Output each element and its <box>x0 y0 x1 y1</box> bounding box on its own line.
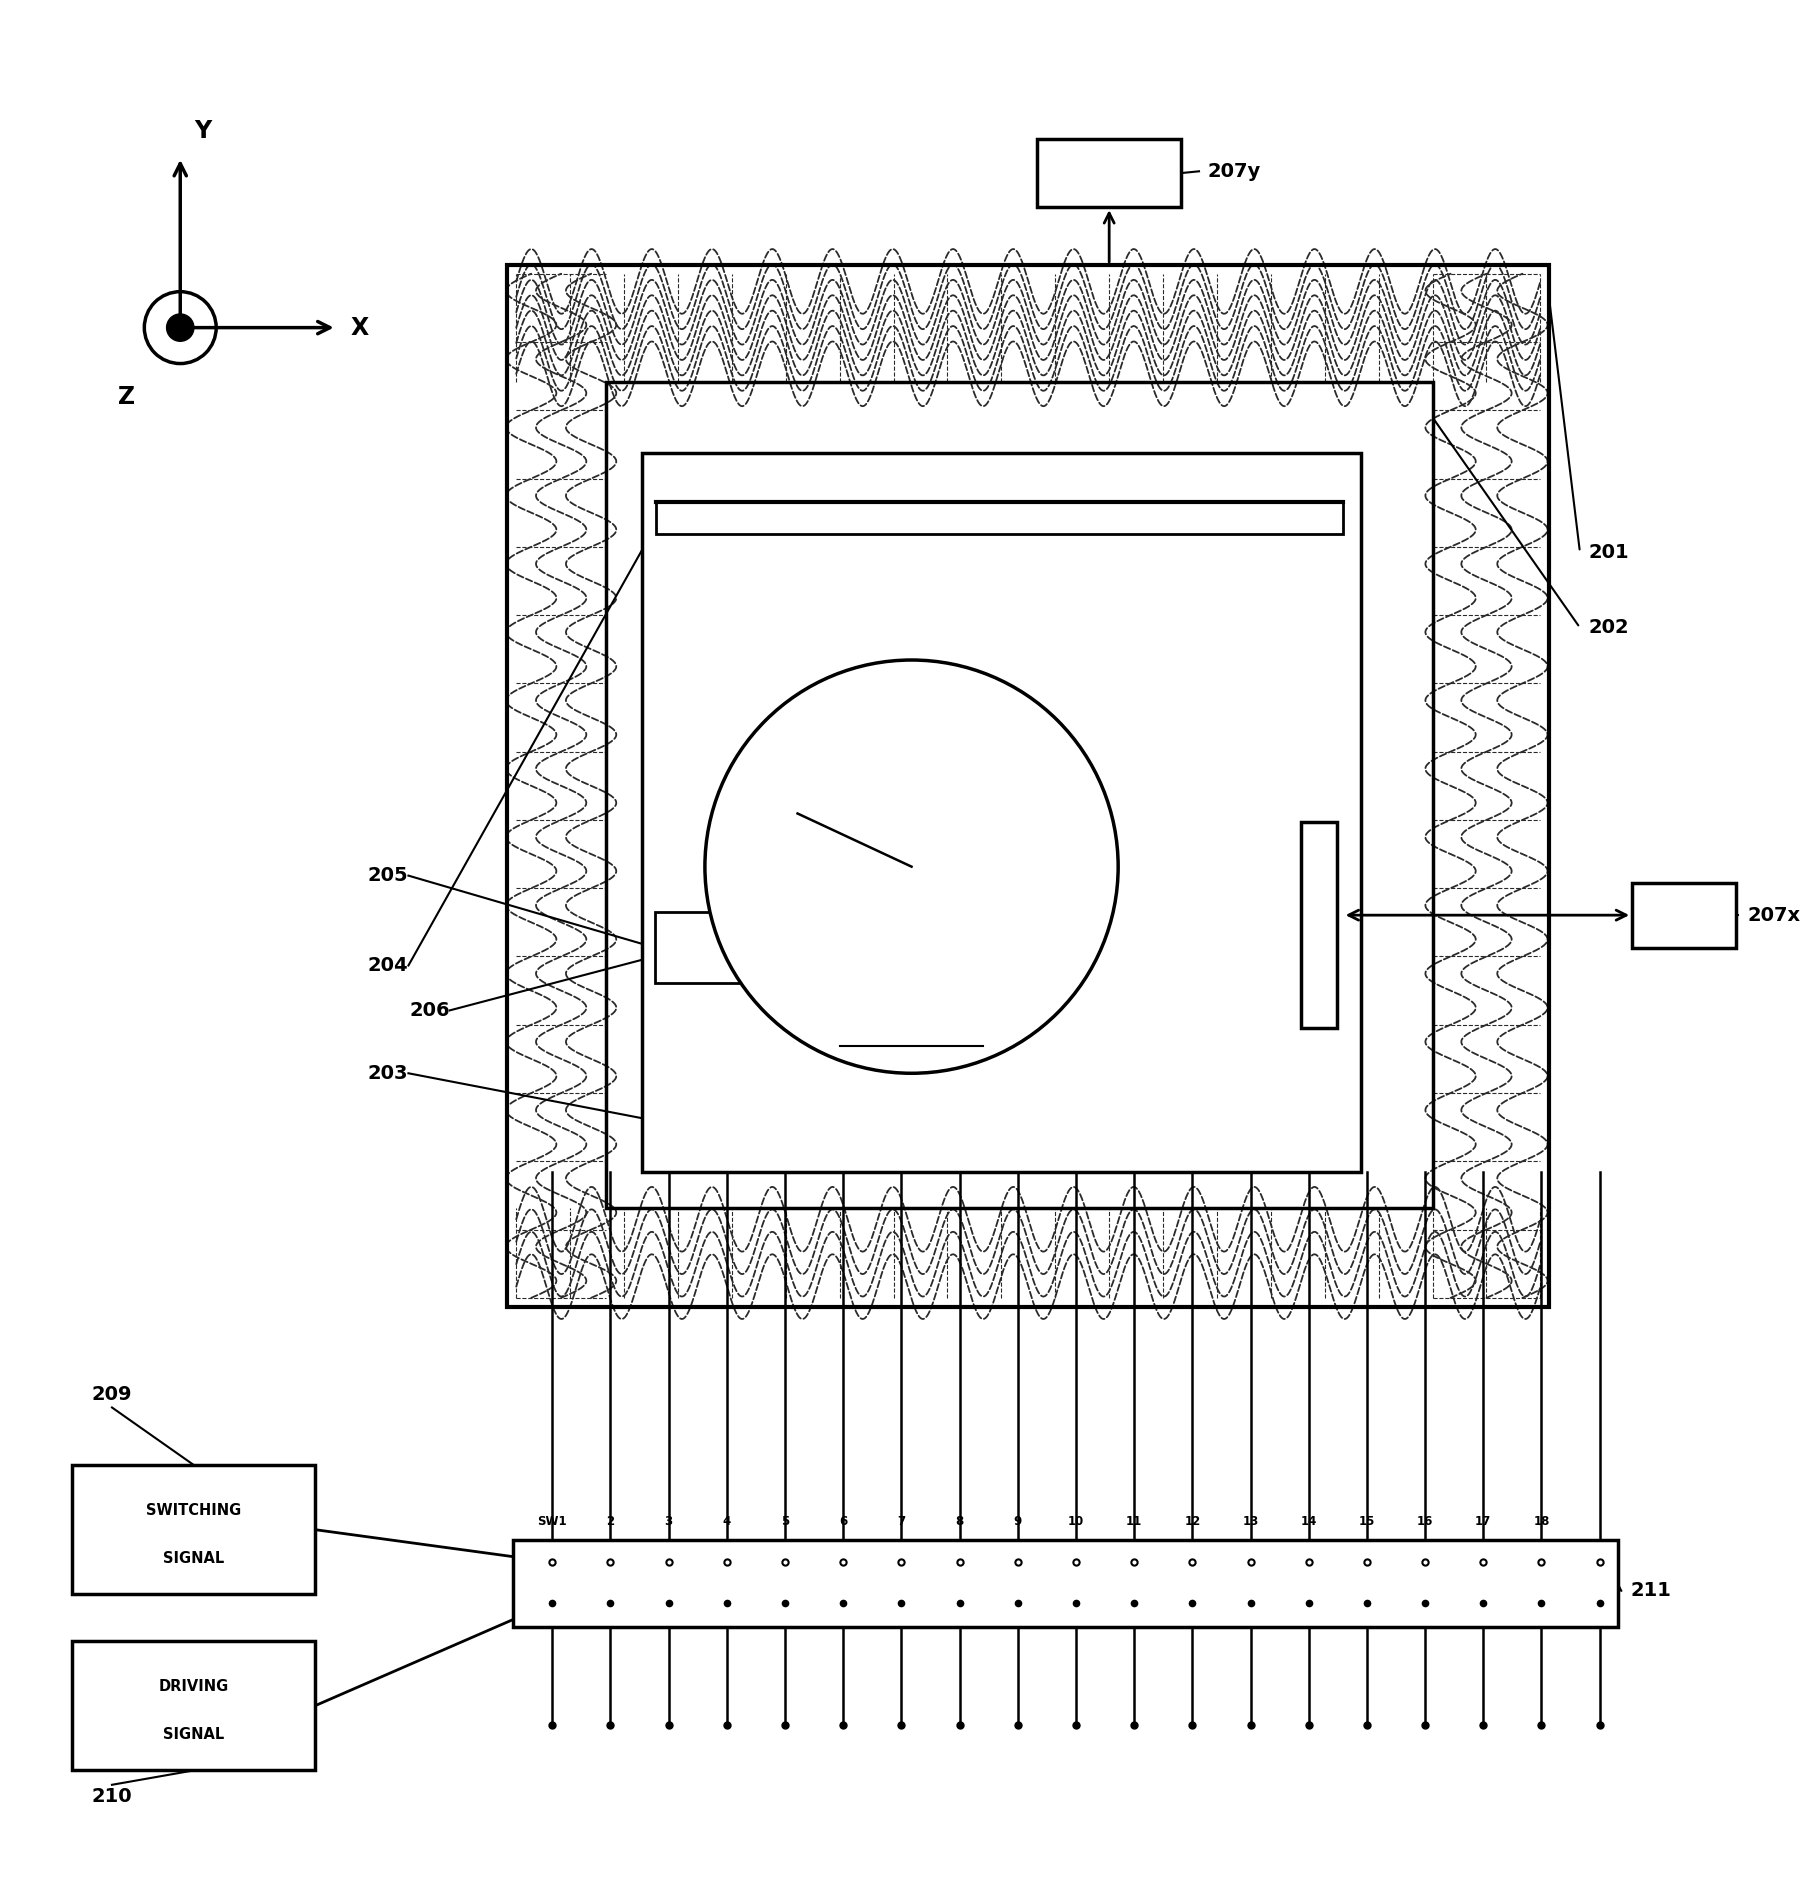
Text: 11: 11 <box>1126 1514 1142 1527</box>
Text: 203: 203 <box>369 1063 409 1082</box>
Text: 9: 9 <box>1013 1514 1022 1527</box>
Text: 10: 10 <box>1068 1514 1084 1527</box>
Text: 2: 2 <box>607 1514 614 1527</box>
Text: 211: 211 <box>1631 1580 1671 1599</box>
Circle shape <box>705 659 1119 1073</box>
Text: 14: 14 <box>1300 1514 1317 1527</box>
Text: 5: 5 <box>781 1514 790 1527</box>
Text: 13: 13 <box>1242 1514 1258 1527</box>
Text: 209: 209 <box>93 1385 133 1404</box>
Text: 205: 205 <box>369 866 409 885</box>
Polygon shape <box>654 911 745 984</box>
Text: 206: 206 <box>409 1001 450 1020</box>
Polygon shape <box>73 1641 314 1770</box>
Polygon shape <box>1037 138 1180 207</box>
Text: 207y: 207y <box>1208 161 1262 180</box>
Text: Z: Z <box>118 385 136 409</box>
Polygon shape <box>73 1465 314 1594</box>
Text: 6: 6 <box>839 1514 848 1527</box>
Text: DRIVING: DRIVING <box>158 1679 229 1694</box>
Polygon shape <box>1302 822 1337 1029</box>
Polygon shape <box>1633 883 1736 948</box>
Text: SW1: SW1 <box>538 1514 567 1527</box>
Text: 201: 201 <box>1589 542 1629 561</box>
Text: 207x: 207x <box>1747 906 1800 925</box>
Text: 204: 204 <box>369 955 409 974</box>
Text: 7: 7 <box>897 1514 906 1527</box>
Text: 210: 210 <box>91 1787 133 1806</box>
Polygon shape <box>512 1541 1618 1626</box>
Polygon shape <box>656 502 1342 534</box>
Circle shape <box>167 315 194 341</box>
Text: 12: 12 <box>1184 1514 1200 1527</box>
Text: 8: 8 <box>955 1514 964 1527</box>
Text: SIGNAL: SIGNAL <box>163 1550 225 1565</box>
Text: X: X <box>350 316 369 339</box>
Text: 3: 3 <box>665 1514 672 1527</box>
Text: Y: Y <box>194 119 212 142</box>
Text: 16: 16 <box>1416 1514 1433 1527</box>
Text: 15: 15 <box>1358 1514 1375 1527</box>
Text: 17: 17 <box>1475 1514 1491 1527</box>
Text: SWITCHING: SWITCHING <box>145 1503 242 1518</box>
Text: 18: 18 <box>1533 1514 1549 1527</box>
Text: 4: 4 <box>723 1514 730 1527</box>
Text: 202: 202 <box>1589 618 1629 637</box>
Polygon shape <box>643 453 1360 1173</box>
Text: SIGNAL: SIGNAL <box>163 1726 225 1742</box>
